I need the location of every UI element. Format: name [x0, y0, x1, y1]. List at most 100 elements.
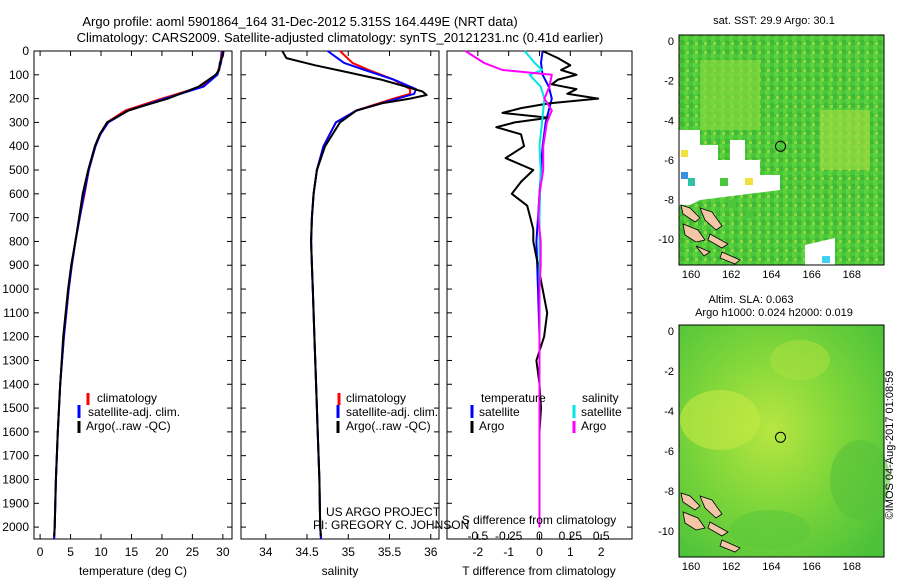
- map-y-tick-label: -8: [664, 195, 674, 207]
- sla-map: [678, 324, 890, 558]
- sla-map-title-line2: Argo h1000: 0.024 h2000: 0.019: [695, 307, 853, 319]
- salinity-legend: climatology satellite-adj. clim. Argo(..…: [336, 391, 438, 433]
- x-tick-label: 35: [342, 545, 356, 559]
- map-x-tick-label: 168: [843, 561, 861, 573]
- x-tick-label: 1: [567, 545, 574, 559]
- depth-tick-label: 1300: [2, 353, 29, 367]
- series-line-argo: [281, 50, 428, 537]
- island: [699, 207, 723, 231]
- sst-cell: [681, 172, 688, 179]
- series-line-climatology: [53, 50, 223, 540]
- map-y-tick-label: -2: [664, 76, 674, 88]
- series-line-argo: [53, 50, 225, 537]
- s-diff-tick-label: 0.5: [593, 529, 610, 543]
- temperature-panel-frame: [33, 50, 233, 540]
- island: [699, 495, 723, 519]
- x-tick-label: 35.5: [378, 545, 402, 559]
- s-diff-tick-label: -0.5: [467, 529, 488, 543]
- map-x-tick-label: 160: [682, 269, 700, 281]
- legend-salinity-header: salinity: [582, 391, 619, 405]
- island-group: [680, 492, 741, 553]
- series-line-salinity-argo: [464, 50, 553, 528]
- depth-tick-label: 1500: [2, 401, 29, 415]
- map-y-tick-label: -10: [658, 526, 674, 538]
- legend-argo-label: Argo(..raw -QC): [86, 419, 171, 433]
- x-tick-label: 30: [216, 545, 230, 559]
- map-y-tick-label: -2: [664, 366, 674, 378]
- sst-map-frame: [678, 34, 885, 266]
- sla-map-title-line1: Altim. SLA: 0.063: [709, 294, 794, 306]
- t-difference-axis-label: T difference from climatology: [462, 564, 616, 578]
- legend-climatology-label: climatology: [97, 391, 157, 405]
- temperature-legend: climatology satellite-adj. clim. Argo(..…: [77, 391, 180, 433]
- sst-cell: [728, 200, 736, 208]
- map-y-tick-label: -4: [664, 115, 674, 127]
- x-tick-label: -1: [503, 545, 514, 559]
- island-group: [680, 204, 741, 265]
- legend-temp-argo-label: Argo: [479, 419, 505, 433]
- s-difference-axis-label: S difference from climatology: [462, 513, 617, 527]
- sst-cell: [745, 210, 753, 218]
- sst-cell: [745, 178, 753, 185]
- depth-tick-label: 1000: [2, 282, 29, 296]
- x-tick-label: 20: [155, 545, 169, 559]
- depth-tick-label: 300: [9, 115, 29, 129]
- legend-temperature-header: temperature: [481, 391, 546, 405]
- map-x-tick-label: 166: [802, 561, 820, 573]
- x-tick-label: 2: [598, 545, 605, 559]
- sla-float-marker: [775, 431, 786, 443]
- map-y-tick-label: 0: [668, 36, 674, 48]
- map-y-tick-label: -8: [664, 486, 674, 498]
- depth-tick-label: 1700: [2, 449, 29, 463]
- map-y-tick-label: -10: [658, 234, 674, 246]
- x-tick-label: 34: [259, 545, 273, 559]
- x-tick-label: 10: [94, 545, 108, 559]
- sst-warm-patch: [820, 110, 870, 170]
- sla-high-patch: [770, 340, 830, 380]
- s-diff-tick-label: 0.25: [559, 529, 583, 543]
- map-y-tick-label: -6: [664, 446, 674, 458]
- depth-tick-label: 500: [9, 163, 29, 177]
- map-x-tick-label: 162: [722, 561, 740, 573]
- s-diff-tick-label: 0: [536, 529, 543, 543]
- sst-cell: [720, 178, 728, 186]
- map-x-tick-label: 162: [722, 269, 740, 281]
- temperature-axis-label: temperature (deg C): [79, 564, 187, 578]
- depth-tick-label: 2000: [2, 520, 29, 534]
- depth-tick-label: 1900: [2, 496, 29, 510]
- sst-missing-data-area: [679, 130, 780, 205]
- depth-tick-label: 600: [9, 187, 29, 201]
- sla-low-patch: [730, 510, 810, 550]
- island: [719, 539, 741, 553]
- map-x-tick-label: 168: [843, 269, 861, 281]
- sst-cell: [688, 178, 695, 186]
- x-tick-label: 34.5: [295, 545, 319, 559]
- x-tick-label: 0: [37, 545, 44, 559]
- sst-warm-patch: [700, 60, 760, 130]
- island: [680, 204, 701, 223]
- sla-map-frame: [678, 324, 885, 558]
- depth-tick-label: 800: [9, 234, 29, 248]
- island: [719, 251, 741, 265]
- x-tick-label: 5: [67, 545, 74, 559]
- series-line-climatology: [310, 50, 412, 540]
- depth-tick-label: 1800: [2, 472, 29, 486]
- legend-satellite-label: satellite-adj. clim.: [88, 405, 180, 419]
- island: [707, 521, 729, 537]
- depth-tick-label: 1200: [2, 330, 29, 344]
- legend-satellite-label: satellite-adj. clim.: [346, 405, 438, 419]
- s-diff-tick-label: -0.25: [495, 529, 523, 543]
- x-tick-label: -2: [472, 545, 483, 559]
- legend-sal-satellite-label: satellite: [581, 405, 622, 419]
- x-tick-label: 25: [186, 545, 200, 559]
- x-tick-label: 15: [125, 545, 139, 559]
- depth-tick-label: 0: [22, 44, 29, 58]
- island: [682, 223, 706, 243]
- map-x-tick-label: 164: [762, 269, 780, 281]
- depth-tick-label: 400: [9, 139, 29, 153]
- figure-title-line2: Climatology: CARS2009. Satellite-adjuste…: [77, 30, 604, 45]
- sst-map: [678, 34, 885, 266]
- map-y-tick-label: -6: [664, 155, 674, 167]
- map-y-tick-label: -4: [664, 406, 674, 418]
- map-x-tick-label: 160: [682, 561, 700, 573]
